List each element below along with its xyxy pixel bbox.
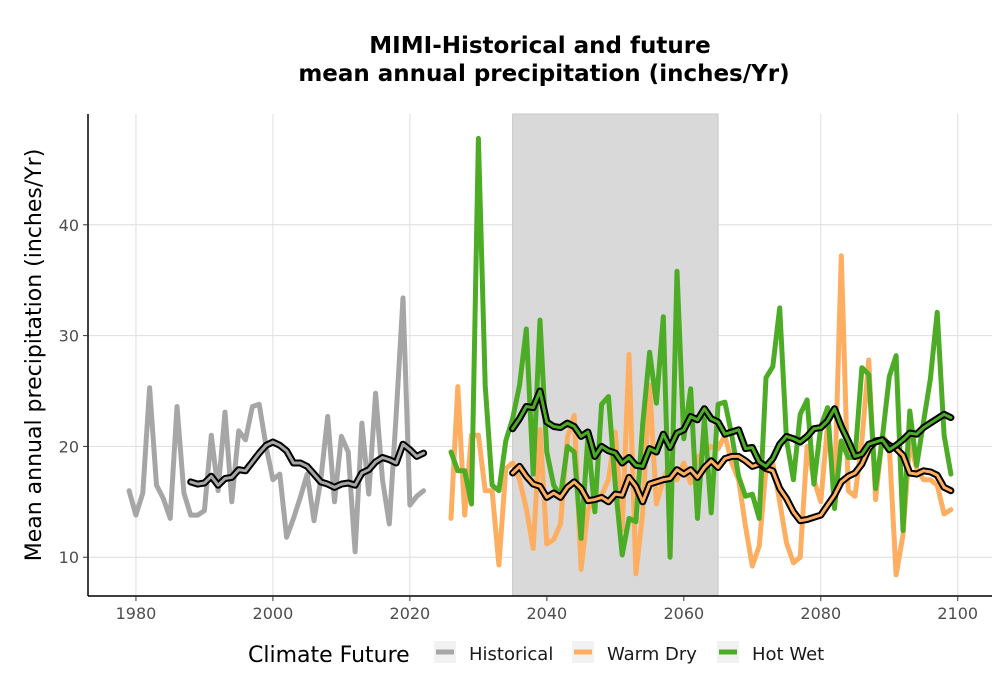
series-line-historical [126,295,427,555]
x-tick-label: 2060 [663,604,704,623]
legend-title: Climate Future [248,643,410,668]
y-tick-label: 30 [59,327,79,346]
smoothed-line-historical [189,440,426,489]
plot-area: 10 20 30 40 1980 2000 2020 2040 2060 2080 2100 [59,113,992,623]
y-tick-label: 40 [59,216,79,235]
x-tick-label: 2000 [253,604,294,623]
x-tick-label: 2040 [526,604,567,623]
y-tick-label: 20 [59,437,79,456]
x-tick-label: 2100 [937,604,978,623]
chart-title-line-1: MIMI-Historical and future [369,33,710,59]
legend: Climate Future Historical Warm Dry Hot Wet [248,641,824,668]
legend-label-hot-wet: Hot Wet [752,644,824,665]
smoothed-line-hot-wet [511,389,953,468]
legend-label-historical: Historical [469,644,553,665]
legend-label-warm-dry: Warm Dry [607,644,697,665]
chart-title-line-2: mean annual precipitation (inches/Yr) [298,61,789,87]
x-tick-label: 1980 [116,604,157,623]
y-tick-label: 10 [59,548,79,567]
x-tick-label: 2080 [800,604,841,623]
x-tick-label: 2020 [390,604,431,623]
y-axis-title: Mean annual precipitation (inches/Yr) [22,149,47,562]
